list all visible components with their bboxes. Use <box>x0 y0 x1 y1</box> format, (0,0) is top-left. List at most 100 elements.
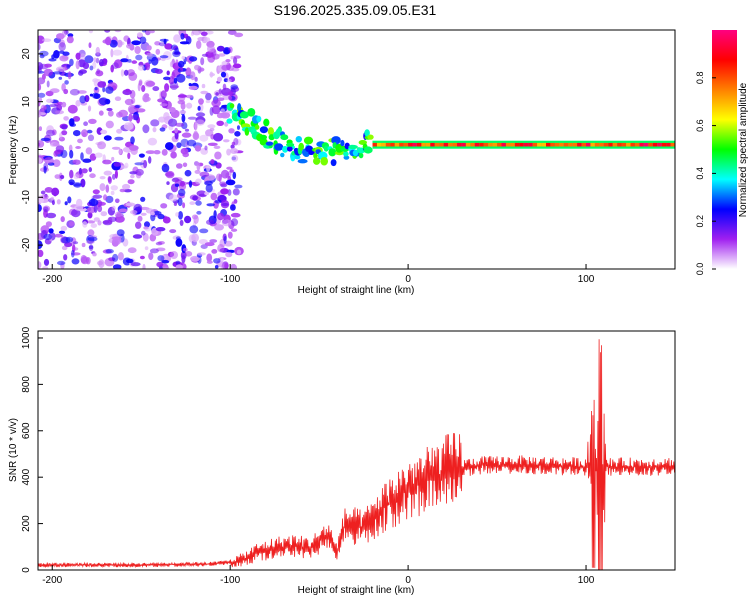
heatmap-cell <box>80 152 84 161</box>
heatmap-cell <box>93 204 98 213</box>
heatmap-cell <box>163 76 171 81</box>
heatmap-cell <box>143 160 148 169</box>
heatmap-cell <box>205 183 213 193</box>
heatmap-cell <box>233 137 239 146</box>
heatmap-cell <box>417 142 422 147</box>
heatmap-cell <box>230 212 241 218</box>
snr-y-label: SNR (10 * v/v) <box>8 418 19 482</box>
heatmap-cell <box>173 34 181 43</box>
heatmap-cell <box>185 35 191 41</box>
heatmap-cell <box>96 260 104 266</box>
y-tick-label: 400 <box>21 468 32 485</box>
heatmap-cell <box>231 228 238 232</box>
spectrogram-x-axis: -200 -100 0 100 <box>42 264 595 285</box>
heatmap-cell <box>38 126 43 131</box>
heatmap-cell <box>55 145 65 153</box>
heatmap-cell <box>73 130 81 137</box>
heatmap-cell <box>233 199 238 204</box>
heatmap-cell <box>639 142 644 147</box>
heatmap-cell <box>139 255 145 260</box>
heatmap-cell <box>158 42 166 47</box>
heatmap-cell <box>136 32 143 38</box>
heatmap-cell <box>220 108 225 114</box>
y-tick-label: -10 <box>21 190 32 205</box>
heatmap-cell <box>265 141 274 146</box>
heatmap-cell <box>114 30 122 33</box>
heatmap-cell <box>69 149 74 159</box>
heatmap-cell <box>107 176 112 184</box>
heatmap-cell <box>303 136 314 145</box>
heatmap-cell <box>38 157 43 164</box>
heatmap-cell <box>506 142 511 147</box>
spectrogram-y-label: Frequency (Hz) <box>8 116 19 185</box>
heatmap-cell <box>175 238 183 247</box>
heatmap-cell <box>220 169 230 179</box>
heatmap-cell <box>661 142 667 147</box>
heatmap-cell <box>99 183 106 192</box>
heatmap-cell <box>171 71 176 80</box>
heatmap-cell <box>465 142 471 147</box>
heatmap-cell <box>140 212 147 216</box>
heatmap-cell <box>149 248 159 254</box>
heatmap-cell <box>182 202 186 209</box>
heatmap-cell <box>43 258 50 266</box>
heatmap-cell <box>205 92 212 101</box>
heatmap-cell <box>61 124 68 130</box>
heatmap-cell <box>179 219 184 226</box>
heatmap-cell <box>114 96 122 101</box>
heatmap-cell <box>105 120 114 129</box>
heatmap-cell <box>537 142 542 147</box>
heatmap-cell <box>50 196 54 201</box>
heatmap-cell <box>105 36 112 46</box>
heatmap-cell <box>125 88 130 93</box>
heatmap-cell <box>226 118 233 124</box>
heatmap-cell <box>135 221 142 229</box>
heatmap-cell <box>188 180 193 188</box>
figure-title: S196.2025.335.09.05.E31 <box>274 2 437 18</box>
heatmap-cell <box>178 188 186 197</box>
heatmap-cell <box>166 181 170 186</box>
heatmap-cell <box>206 203 215 207</box>
heatmap-cell <box>294 155 301 160</box>
heatmap-cell <box>197 252 206 256</box>
heatmap-cell <box>218 88 222 95</box>
heatmap-cell <box>510 142 515 147</box>
heatmap-cell <box>203 37 211 43</box>
heatmap-cell <box>110 190 115 196</box>
heatmap-cell <box>234 131 241 137</box>
heatmap-cell <box>195 112 206 117</box>
heatmap-cell <box>228 95 233 101</box>
heatmap-cell <box>123 69 129 76</box>
heatmap-cell <box>184 169 192 177</box>
heatmap-cell <box>64 201 68 206</box>
heatmap-cell <box>111 156 115 162</box>
heatmap-cell <box>38 70 45 74</box>
heatmap-cell <box>118 208 128 213</box>
heatmap-cell <box>187 116 197 120</box>
heatmap-cell <box>163 112 170 121</box>
heatmap-cell <box>200 57 205 66</box>
heatmap-cell <box>313 152 318 159</box>
heatmap-cell <box>109 39 118 48</box>
heatmap-cell <box>184 128 190 132</box>
heatmap-cell <box>42 266 49 269</box>
heatmap-cell <box>100 129 108 135</box>
heatmap-cell <box>236 249 242 255</box>
heatmap-cell <box>150 119 160 127</box>
heatmap-cell <box>116 128 123 134</box>
heatmap-cell <box>652 142 658 147</box>
heatmap-cell <box>286 146 293 152</box>
heatmap-cell <box>492 142 497 147</box>
heatmap-cell <box>195 119 205 126</box>
heatmap-cell <box>157 241 165 245</box>
heatmap-cell <box>99 59 104 67</box>
heatmap-cell <box>174 183 180 187</box>
heatmap-cell <box>97 220 102 226</box>
heatmap-cell <box>206 219 215 225</box>
heatmap-cell <box>195 200 202 206</box>
heatmap-cell <box>72 159 81 165</box>
heatmap-cell <box>58 76 63 80</box>
heatmap-cell <box>67 71 72 80</box>
heatmap-cell <box>168 118 178 127</box>
heatmap-cell <box>92 92 99 99</box>
